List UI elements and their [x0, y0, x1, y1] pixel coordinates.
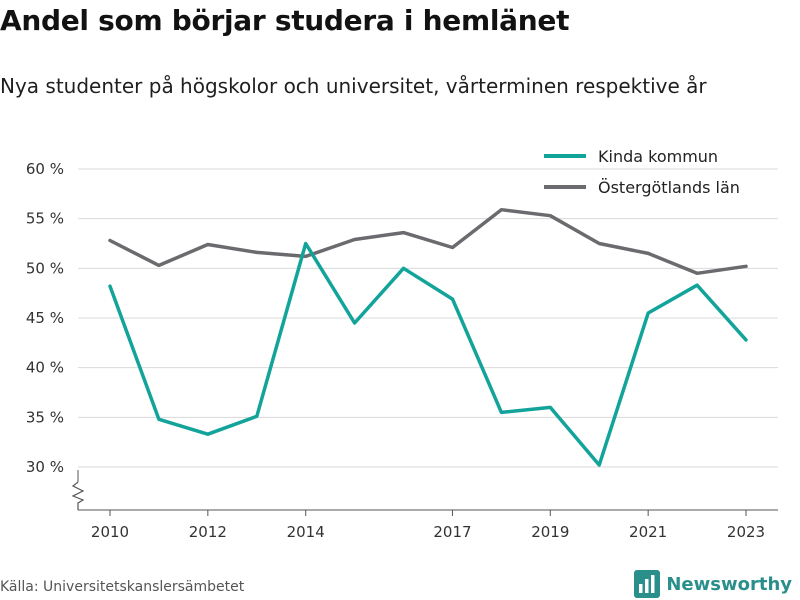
legend: Kinda kommun Östergötlands län — [544, 147, 740, 197]
y-tick-label: 30 % — [26, 458, 64, 476]
series-line-kinda-kommun — [108, 241, 748, 467]
chart-title: Andel som börjar studera i hemlänet — [0, 4, 570, 37]
legend-label: Östergötlands län — [598, 178, 740, 197]
brand-name: Newsworthy — [666, 573, 792, 595]
y-tick-label: 55 % — [26, 210, 64, 228]
x-tick-label: 2019 — [531, 523, 569, 541]
y-tick-label: 35 % — [26, 408, 64, 426]
zigzag-axis-break-icon — [71, 481, 85, 510]
x-tick-label: 2023 — [727, 523, 765, 541]
grid-lines — [78, 168, 778, 468]
series-lines — [108, 207, 748, 467]
x-tick-label: 2010 — [91, 523, 129, 541]
axes: 30 % 35 % 40 % 45 % 50 % 55 % 60 % 2010 2012 2014… — [26, 160, 778, 541]
x-tick-label: 2012 — [189, 523, 227, 541]
chart-subtitle: Nya studenter på högskolor och universit… — [0, 74, 707, 98]
source-note: Källa: Universitetskanslersämbetet — [0, 579, 245, 595]
y-tick-label: 45 % — [26, 309, 64, 327]
y-tick-label: 60 % — [26, 160, 64, 178]
x-tick-label: 2017 — [433, 523, 471, 541]
newsworthy-logo-icon — [634, 570, 661, 598]
x-tick-label: 2014 — [287, 523, 325, 541]
newsworthy-brand: Newsworthy — [634, 569, 792, 599]
x-tick-label: 2021 — [629, 523, 667, 541]
y-tick-label: 50 % — [26, 259, 64, 277]
y-tick-label: 40 % — [26, 359, 64, 377]
series-line-ostergotlands-lan — [108, 207, 748, 276]
line-chart: 30 % 35 % 40 % 45 % 50 % 55 % 60 % 2010 2012 2014… — [26, 147, 778, 541]
legend-label: Kinda kommun — [598, 147, 718, 166]
